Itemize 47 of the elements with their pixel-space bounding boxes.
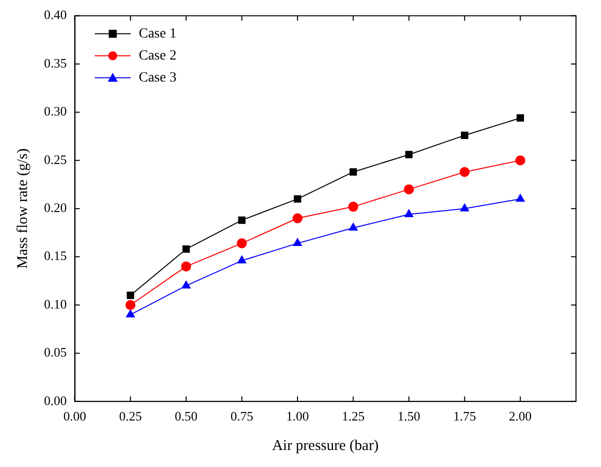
x-tick-label: 0.50: [174, 408, 198, 424]
x-tick-label: 1.00: [286, 408, 309, 424]
point: [293, 238, 302, 246]
point: [125, 300, 136, 310]
point: [404, 209, 414, 218]
x-tick-label: 0.75: [230, 408, 254, 424]
x-tick-label: 0.00: [63, 408, 86, 424]
y-tick-label: 0.15: [44, 248, 67, 264]
point: [405, 150, 413, 158]
point: [181, 261, 192, 272]
legend-label: Case 3: [138, 70, 176, 86]
point: [292, 213, 303, 224]
x-tick-label: 1.50: [398, 408, 420, 424]
x-tick-label: 1.25: [342, 408, 365, 424]
x-tick-label: 2.00: [508, 408, 532, 424]
point: [460, 204, 470, 212]
y-tick-label: 0.05: [44, 344, 67, 360]
point: [182, 245, 190, 253]
point: [404, 184, 414, 194]
point: [516, 194, 525, 202]
point: [460, 166, 470, 177]
y-tick-label: 0.25: [44, 152, 67, 167]
point: [515, 155, 526, 166]
point: [350, 168, 357, 176]
point: [238, 216, 246, 224]
x-tick-label: 1.75: [453, 408, 476, 424]
point: [294, 195, 302, 203]
point: [516, 114, 524, 122]
point: [348, 222, 358, 231]
y-tick-label: 0.20: [44, 200, 67, 216]
legend-label: Case 1: [138, 26, 176, 42]
legend-label: Case 2: [138, 48, 176, 64]
x-tick-label: 0.25: [119, 408, 142, 424]
y-tick-label: 0.30: [44, 104, 67, 119]
point: [237, 256, 246, 264]
point: [348, 202, 358, 212]
point: [460, 132, 468, 140]
y-tick-label: 0.00: [44, 392, 67, 408]
y-tick-label: 0.40: [44, 7, 67, 22]
y-tick-label: 0.35: [44, 55, 67, 70]
point: [126, 292, 134, 300]
point: [182, 280, 191, 288]
x-axis-title: Air pressure (bar): [272, 438, 379, 454]
point: [236, 238, 247, 248]
point: [126, 310, 135, 318]
y-axis-title: Mass flow rate (g/s): [14, 148, 31, 269]
y-tick-label: 0.10: [44, 296, 67, 312]
